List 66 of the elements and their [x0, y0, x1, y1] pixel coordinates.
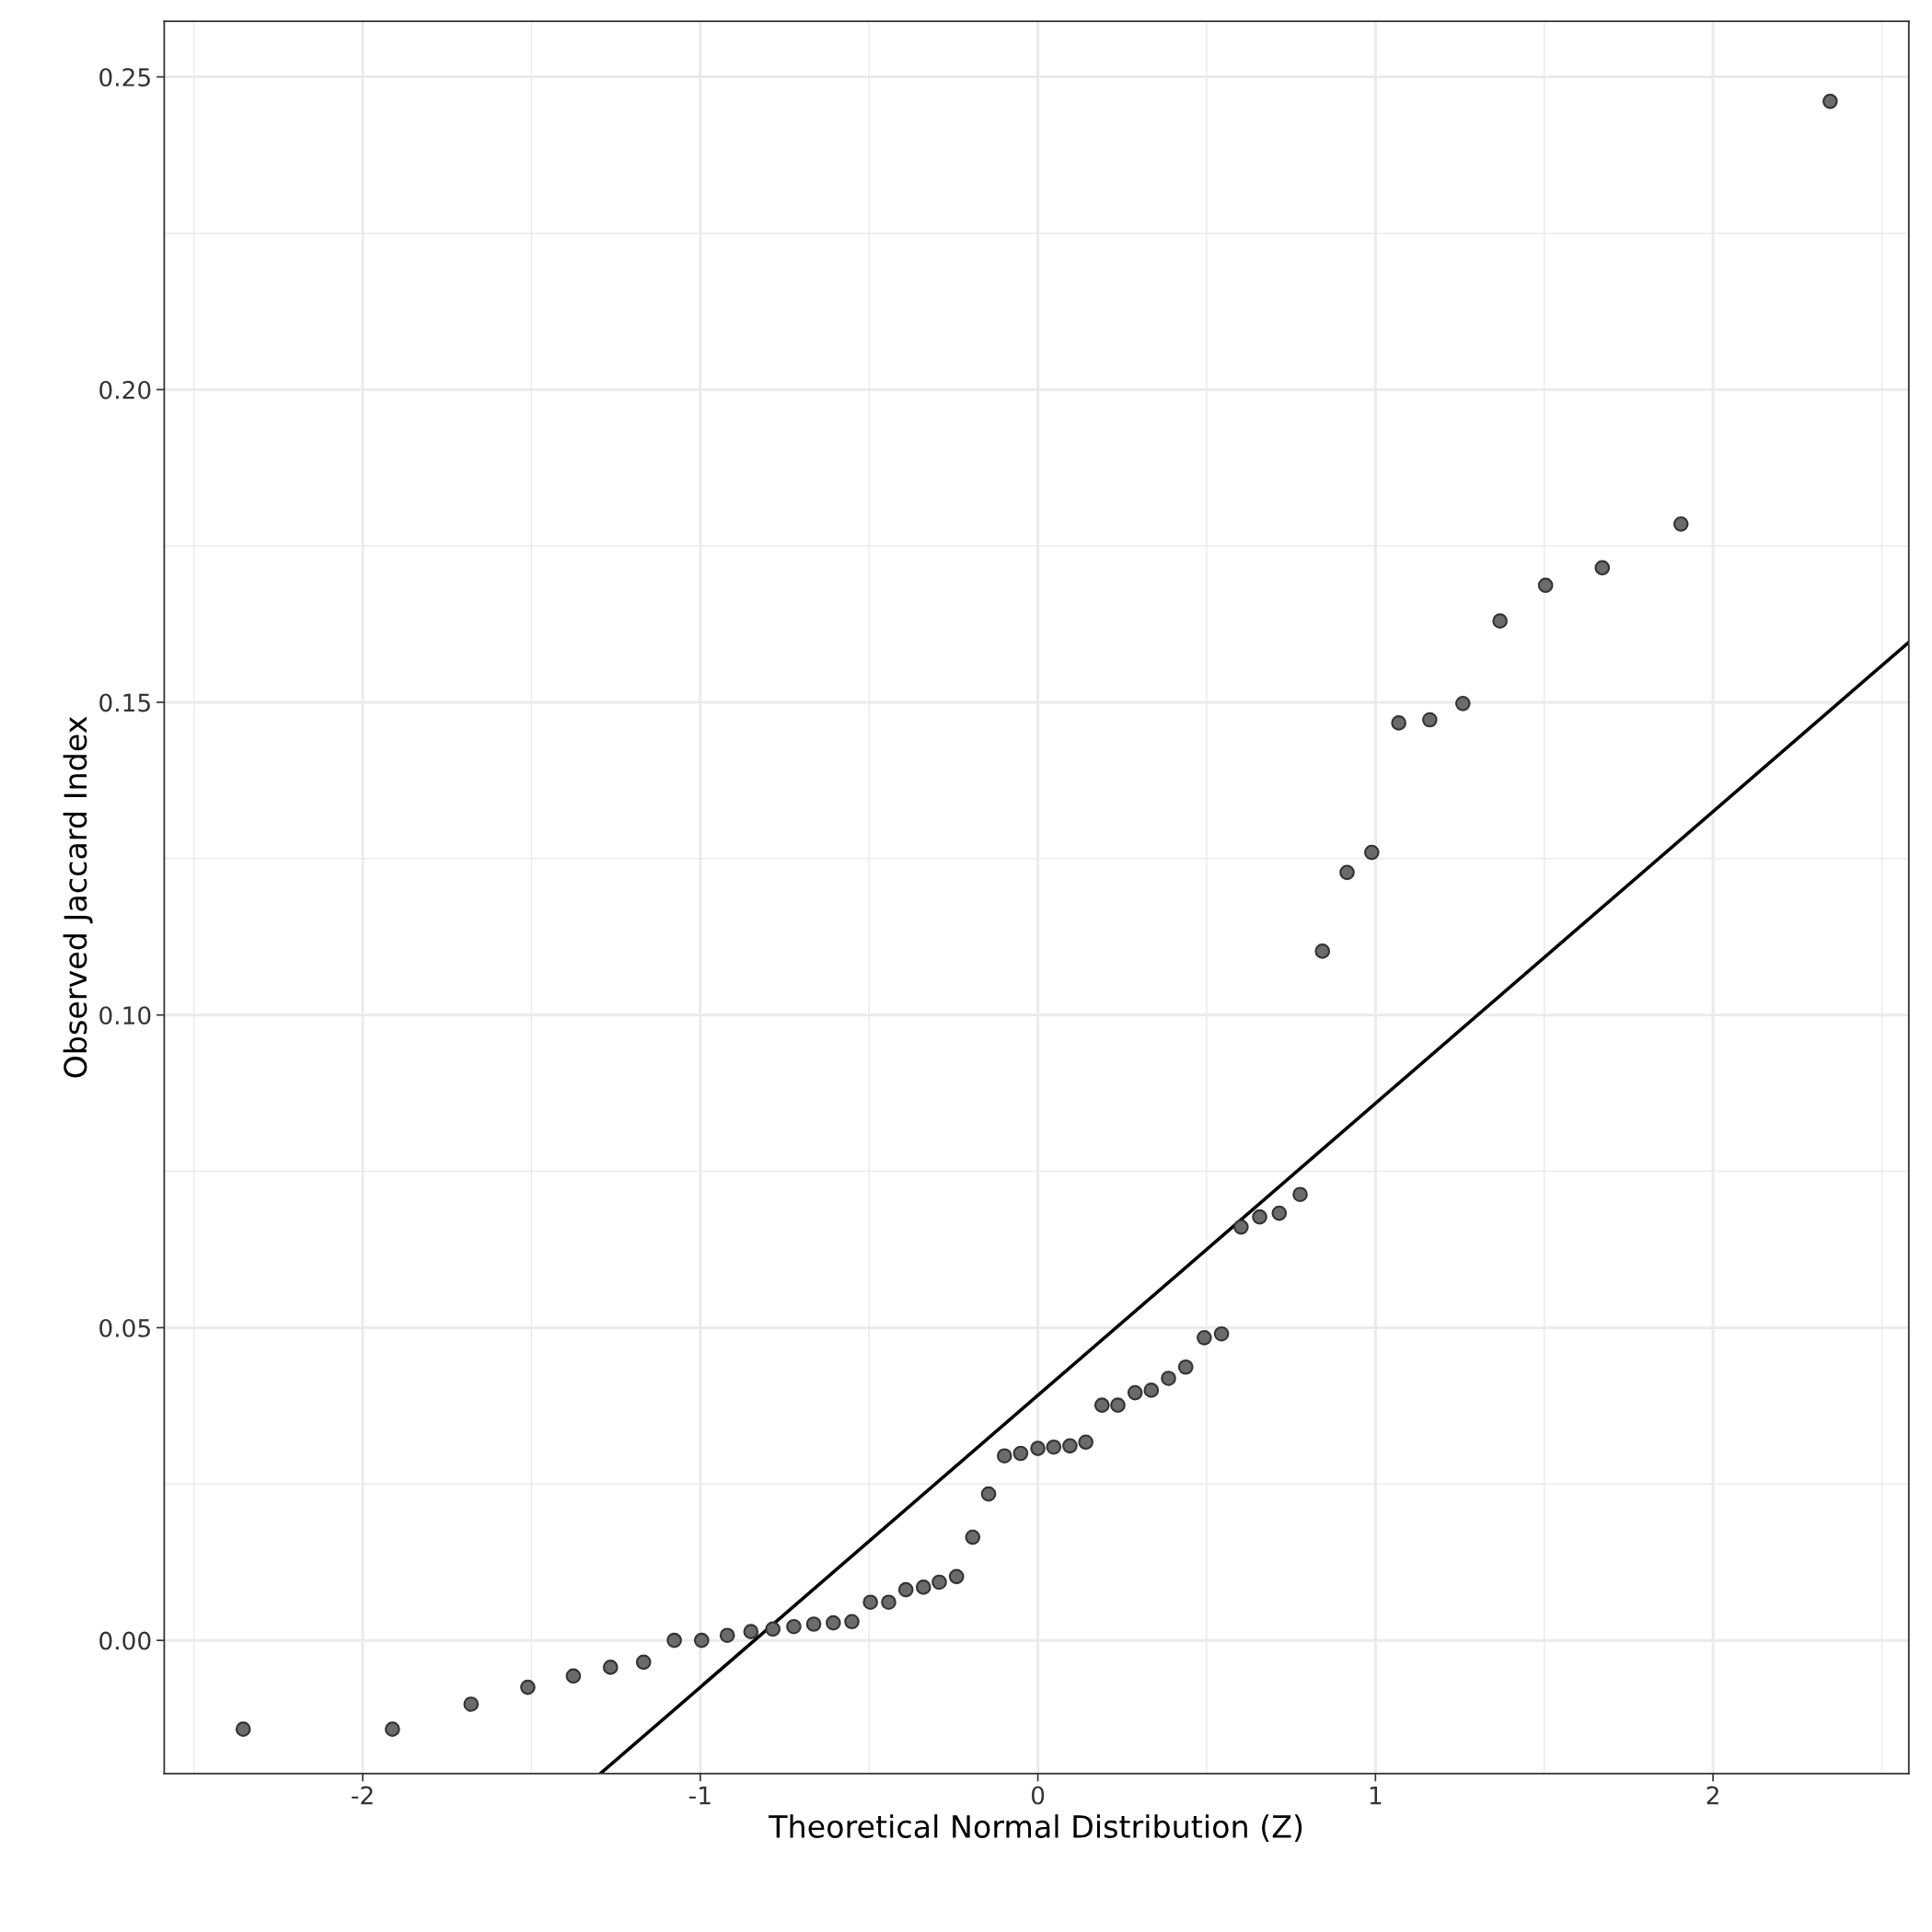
point — [1672, 516, 1689, 532]
x-tick-label: 1 — [1370, 1786, 1382, 1805]
point — [385, 1721, 400, 1737]
point — [1292, 1186, 1308, 1203]
point — [915, 1579, 931, 1595]
point — [1143, 1382, 1160, 1398]
y-tick-label: 0.20 — [99, 380, 151, 399]
point — [1314, 943, 1331, 959]
point — [1822, 93, 1838, 110]
point — [719, 1627, 735, 1644]
y-tick-label: 0.00 — [99, 1631, 151, 1650]
point — [602, 1660, 619, 1675]
point — [463, 1696, 480, 1712]
point — [1422, 711, 1438, 728]
point — [862, 1594, 878, 1611]
point — [881, 1594, 897, 1611]
point — [1197, 1329, 1212, 1346]
x-tick-label: -1 — [688, 1786, 711, 1805]
point — [1455, 696, 1471, 711]
y-axis-title: Observed Jaccard Index — [63, 716, 93, 1078]
x-tick-label: 0 — [1031, 1786, 1045, 1805]
point — [1233, 1219, 1249, 1235]
point — [965, 1529, 981, 1545]
point — [1030, 1440, 1046, 1456]
point — [844, 1614, 860, 1630]
point — [1339, 864, 1355, 881]
point — [948, 1568, 965, 1585]
point — [1093, 1397, 1110, 1414]
y-tick-label: 0.05 — [99, 1318, 150, 1337]
point — [666, 1632, 682, 1649]
point — [1537, 577, 1554, 594]
point — [1110, 1397, 1126, 1414]
point — [980, 1486, 997, 1502]
point — [743, 1624, 759, 1639]
point — [520, 1679, 536, 1695]
y-tick-label: 0.25 — [99, 68, 150, 87]
point — [931, 1574, 947, 1591]
point — [635, 1654, 652, 1671]
x-axis-title: Theoretical Normal Distribution (Z) — [769, 1814, 1302, 1842]
point — [897, 1581, 914, 1598]
point — [1492, 613, 1508, 629]
x-tick-label: -2 — [352, 1786, 373, 1805]
point — [1127, 1384, 1143, 1401]
point — [1391, 715, 1406, 731]
point — [235, 1721, 251, 1737]
point — [565, 1668, 582, 1684]
point — [1594, 560, 1611, 576]
point — [1062, 1438, 1078, 1454]
point — [805, 1616, 822, 1632]
point — [1046, 1439, 1062, 1455]
point — [1252, 1209, 1267, 1225]
point — [1078, 1434, 1093, 1451]
point — [1161, 1371, 1176, 1386]
point — [996, 1448, 1012, 1464]
point — [1177, 1359, 1194, 1375]
point — [786, 1618, 802, 1635]
y-tick-label: 0.15 — [99, 693, 150, 712]
x-tick-label: 2 — [1706, 1786, 1718, 1805]
point — [1213, 1325, 1230, 1342]
point — [1012, 1445, 1029, 1462]
point — [693, 1632, 710, 1649]
point — [1271, 1205, 1288, 1221]
point — [765, 1621, 781, 1637]
y-tick-label: 0.10 — [99, 1006, 151, 1025]
point — [1363, 844, 1380, 861]
point — [826, 1614, 841, 1631]
